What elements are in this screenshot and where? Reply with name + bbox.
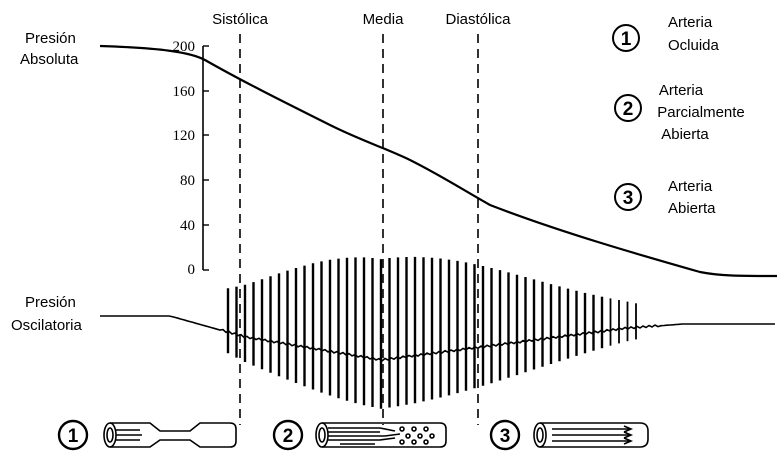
legend-text: Arteria	[668, 14, 713, 31]
absolute-pressure-curve	[99, 44, 777, 278]
stage-2: 2	[272, 419, 447, 451]
legend: 1 Arteria Ocluida 2 Arteria Parcialmente…	[612, 14, 745, 217]
stage-number: 2	[283, 426, 294, 447]
axis-tick-label: 160	[173, 84, 196, 100]
oscillatory-pressure-label-line2: Oscilatoria	[11, 317, 83, 334]
oscillatory-pressure-label-line1: Presión	[25, 294, 76, 311]
stage-number-circle	[272, 419, 304, 451]
legend-text: Abierta	[668, 200, 716, 217]
absolute-pressure-label-line2: Absoluta	[20, 51, 79, 68]
legend-text: Abierta	[661, 126, 709, 143]
stage-number-circle	[57, 419, 89, 451]
legend-text: Ocluida	[668, 37, 720, 54]
marker-label-sistolica: Sistólica	[212, 11, 269, 28]
stage-3: 3	[489, 419, 649, 451]
oscillatory-pressure-waveform	[100, 256, 775, 409]
open-artery-icon	[533, 422, 649, 448]
legend-text: Arteria	[659, 82, 704, 99]
legend-number: 2	[623, 99, 634, 120]
axis-tick-label: 80	[180, 173, 195, 189]
legend-number: 1	[621, 29, 632, 50]
pressure-axis: 200 160 120 80 40 0	[173, 39, 209, 278]
stage-number: 1	[68, 426, 79, 447]
axis-tick-label: 0	[188, 262, 196, 278]
marker-label-diastolica: Diastólica	[445, 11, 511, 28]
partially-open-artery-icon	[315, 422, 447, 448]
legend-number-circle	[614, 183, 642, 211]
legend-text: Arteria	[668, 178, 713, 195]
stage-number-circle	[489, 419, 521, 451]
marker-label-media: Media	[363, 11, 405, 28]
legend-number-circle	[612, 24, 640, 52]
axis-tick-label: 40	[180, 218, 195, 234]
legend-number-circle	[614, 94, 642, 122]
stage-1: 1	[57, 419, 237, 451]
legend-text: Parcialmente	[657, 104, 745, 121]
occluded-artery-icon	[103, 422, 237, 448]
axis-tick-label: 120	[173, 128, 196, 144]
absolute-pressure-label-line1: Presión	[25, 30, 76, 47]
legend-number: 3	[623, 188, 634, 209]
stage-number: 3	[500, 426, 511, 447]
oscillation-baseline	[100, 315, 775, 363]
